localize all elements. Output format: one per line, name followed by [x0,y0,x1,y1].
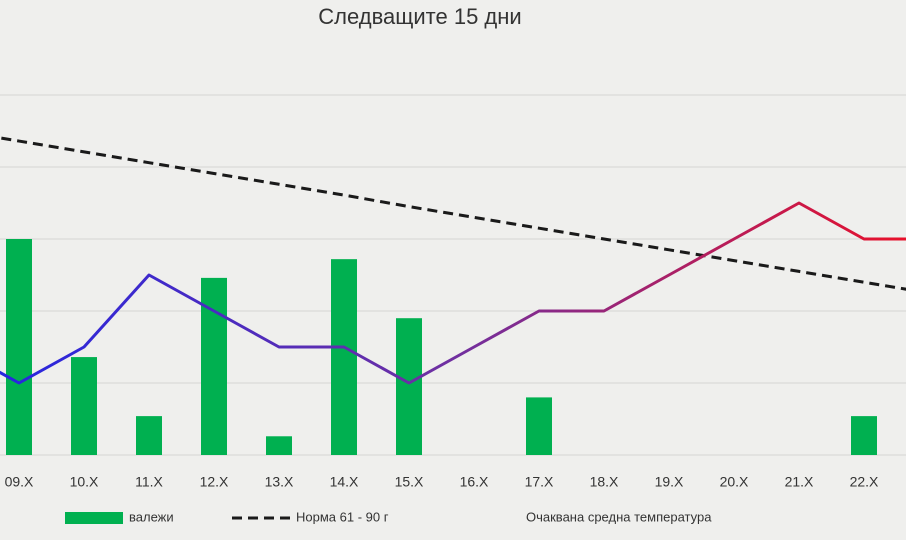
bar [6,239,32,455]
legend-swatch [65,512,123,524]
bar [396,318,422,455]
bar [71,357,97,455]
x-tick-label: 18.X [590,474,619,490]
x-tick-label: 22.X [850,474,879,490]
bar [331,259,357,455]
x-tick-label: 20.X [720,474,749,490]
x-tick-label: 10.X [70,474,99,490]
x-tick-label: 13.X [265,474,294,490]
x-tick-label: 11.X [135,474,163,490]
x-tick-label: 12.X [200,474,229,490]
legend-label: валежи [129,509,174,524]
x-tick-label: 09.X [5,474,34,490]
x-tick-label: 15.X [395,474,424,490]
bar [266,436,292,455]
bar [851,416,877,455]
bar [526,397,552,455]
legend-label: Очаквана средна температура [526,509,712,524]
x-tick-label: 16.X [460,474,489,490]
temperature-line [0,201,906,385]
legend-label: Норма 61 - 90 г [296,509,389,524]
x-tick-label: 14.X [330,474,359,490]
x-tick-label: 17.X [525,474,554,490]
x-tick-label: 21.X [785,474,814,490]
norm-line [0,136,906,291]
chart-title: Следващите 15 дни [318,4,521,29]
bar [136,416,162,455]
x-tick-label: 19.X [655,474,684,490]
